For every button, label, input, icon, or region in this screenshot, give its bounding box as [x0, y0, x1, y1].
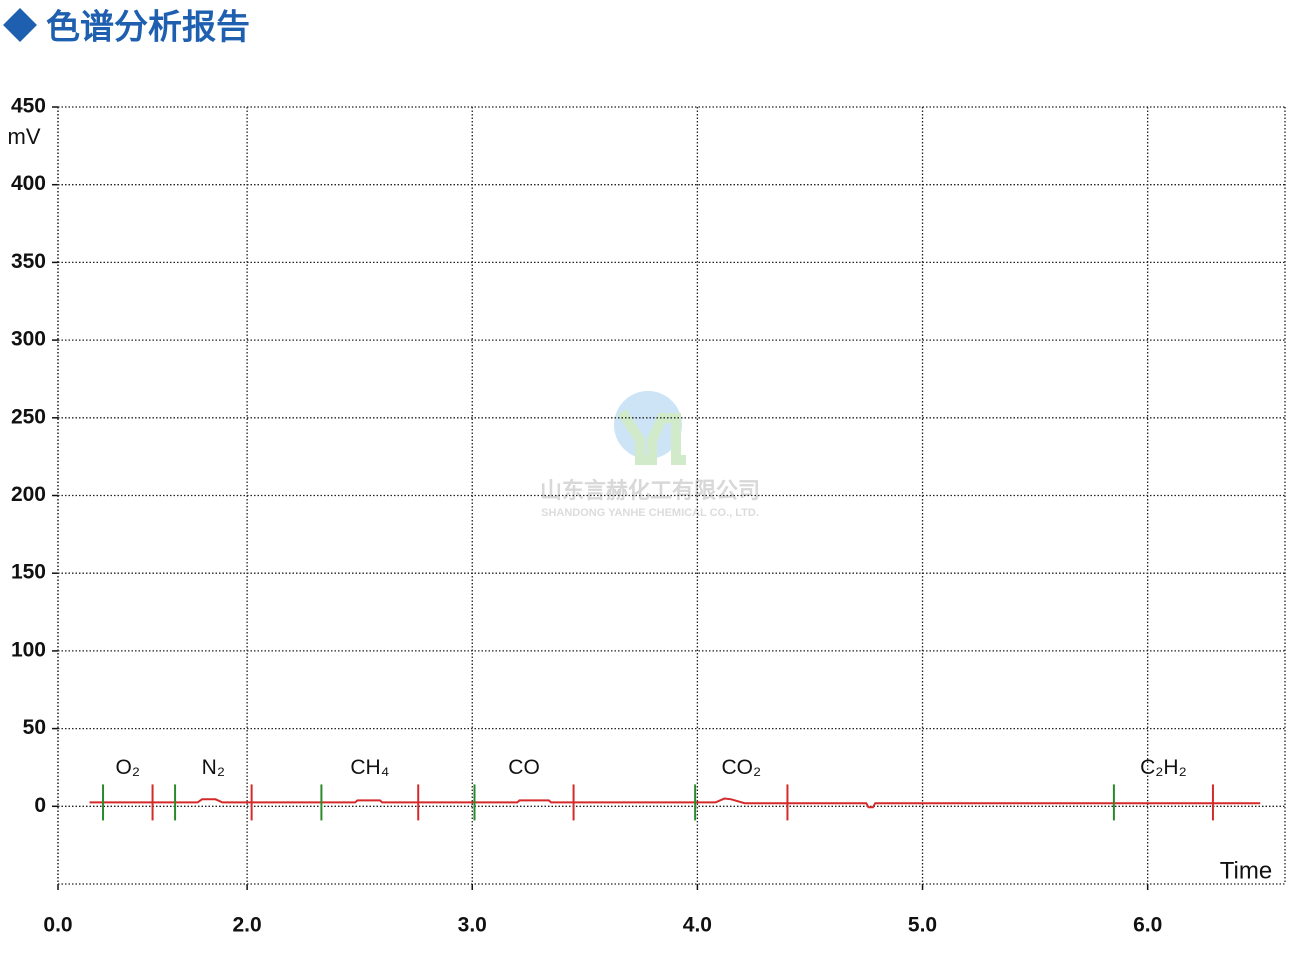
x-tick-label: 6.0 — [1133, 914, 1162, 937]
signal-trace — [89, 797, 1261, 809]
x-axis-label: Time — [1220, 857, 1272, 884]
y-tick-label: 400 — [11, 172, 46, 195]
logo-mark — [617, 409, 686, 465]
x-tick-label: 4.0 — [683, 914, 712, 937]
watermark-name: 山东言赫化工有限公司 — [540, 478, 760, 503]
y-tick-label: 250 — [11, 405, 46, 428]
peak-label: CO₂ — [721, 756, 761, 779]
peak-label: CO — [508, 756, 540, 779]
peak-label: O₂ — [116, 756, 141, 779]
y-axis-label: mV — [8, 124, 41, 149]
watermark — [614, 391, 686, 465]
peak-label: C₂H₂ — [1140, 756, 1187, 779]
title-icon — [3, 8, 37, 42]
chart-title: 色谱分析报告 — [46, 8, 250, 48]
y-tick-label: 200 — [11, 483, 46, 506]
y-tick-label: 350 — [11, 250, 46, 273]
y-tick-label: 150 — [11, 561, 46, 584]
y-tick-label: 50 — [23, 716, 46, 739]
y-tick-label: 300 — [11, 328, 46, 351]
y-tick-label: 100 — [11, 638, 46, 661]
peak-label: N₂ — [202, 756, 225, 779]
y-tick-label: 0 — [34, 794, 46, 817]
x-tick-label: 3.0 — [458, 914, 487, 937]
watermark-name-en: SHANDONG YANHE CHEMICAL CO., LTD. — [541, 507, 759, 519]
x-tick-label: 0.0 — [43, 914, 72, 937]
x-tick-label: 5.0 — [908, 914, 937, 937]
logo-circle — [614, 391, 682, 459]
y-tick-label: 450 — [11, 95, 46, 118]
x-tick-label: 2.0 — [233, 914, 262, 937]
peak-label: CH₄ — [350, 756, 389, 779]
